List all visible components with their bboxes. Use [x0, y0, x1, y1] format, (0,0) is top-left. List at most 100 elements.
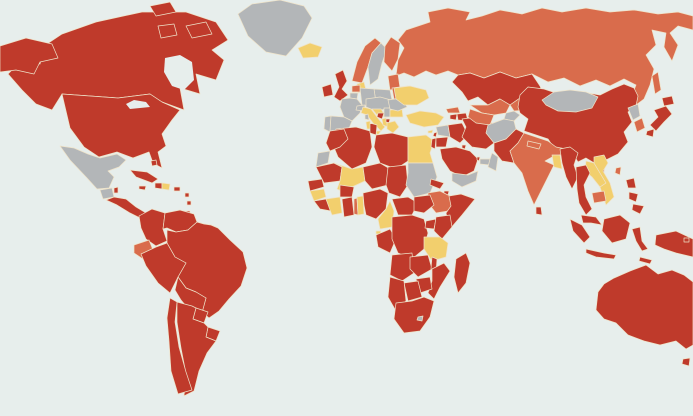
continent-north-america	[0, 0, 313, 220]
region-yemen	[451, 170, 479, 188]
region-cuba	[129, 169, 159, 184]
region-vietnam	[593, 154, 615, 206]
continent-oceania	[595, 264, 693, 367]
region-lesotho	[416, 315, 424, 322]
region-senegal	[307, 178, 325, 192]
region-serbia	[383, 107, 391, 118]
region-alaska	[0, 37, 59, 75]
region-canada-islands	[185, 21, 213, 39]
region-greenland	[237, 0, 313, 57]
region-belize	[113, 186, 119, 194]
region-western-sahara	[315, 150, 331, 168]
region-eritrea	[429, 178, 445, 190]
region-hudson-bay	[164, 55, 194, 90]
region-chile	[166, 297, 193, 395]
region-japan	[645, 128, 655, 138]
region-iceland	[297, 42, 323, 59]
region-lesser-antilles	[184, 192, 190, 198]
region-burkina-faso	[339, 184, 355, 198]
region-cyprus	[427, 129, 434, 134]
region-netherlands	[351, 84, 361, 93]
region-somalia	[445, 193, 476, 230]
region-kenya	[433, 214, 453, 240]
region-south-africa	[393, 296, 435, 334]
region-puerto-rico	[173, 186, 181, 192]
region-haiti	[154, 182, 163, 190]
region-argentina	[176, 301, 217, 397]
region-taiwan	[614, 166, 622, 176]
region-great-lakes	[126, 100, 150, 109]
region-sudan	[405, 162, 438, 198]
continent-asia	[451, 71, 693, 265]
region-jordan	[435, 136, 449, 148]
region-madagascar	[453, 252, 471, 294]
region-egypt	[407, 134, 435, 164]
continent-europe	[297, 7, 693, 141]
region-lebanon	[432, 131, 438, 138]
region-morocco	[325, 128, 349, 152]
region-nigeria	[362, 188, 389, 220]
region-finland	[383, 36, 401, 72]
region-armenia	[449, 113, 458, 121]
region-ghana	[341, 196, 355, 218]
region-syria	[435, 124, 451, 138]
region-mexico	[59, 145, 127, 190]
region-indonesia	[638, 256, 653, 265]
region-australia	[595, 264, 693, 350]
region-indonesia	[569, 218, 591, 244]
region-pacific-islands	[683, 237, 690, 243]
region-indonesia	[585, 248, 617, 260]
region-ukraine	[393, 85, 430, 106]
region-qatar	[476, 156, 481, 162]
region-canada-islands	[157, 23, 178, 39]
region-oman	[487, 152, 499, 172]
region-philippines	[625, 177, 637, 189]
region-israel	[430, 137, 437, 150]
region-bangladesh	[551, 154, 563, 170]
region-saudi-arabia	[439, 146, 479, 178]
region-france	[339, 97, 363, 122]
region-south-sudan	[413, 194, 435, 214]
region-thailand	[575, 164, 593, 216]
region-bahamas	[150, 159, 158, 167]
region-cameroon	[377, 200, 395, 230]
region-south-korea	[633, 117, 646, 133]
region-guatemala	[99, 187, 115, 200]
region-uk	[333, 69, 349, 102]
region-tajikistan	[503, 110, 521, 122]
region-philippines	[628, 191, 639, 203]
region-tanzania	[423, 236, 449, 262]
region-kuwait	[461, 144, 467, 150]
region-lesser-antilles	[186, 200, 192, 206]
region-turkey	[405, 110, 445, 128]
continent-africa	[307, 122, 476, 334]
region-cambodia	[591, 190, 607, 204]
region-indonesia	[631, 226, 649, 252]
region-georgia	[445, 106, 461, 114]
region-jamaica	[138, 185, 147, 191]
region-philippines	[631, 203, 645, 215]
region-japan	[649, 105, 673, 132]
region-north-korea	[627, 103, 641, 121]
region-nepal	[526, 140, 542, 150]
region-corsica	[364, 113, 370, 121]
region-libya	[373, 132, 409, 170]
continent-south-america	[133, 208, 248, 397]
region-indonesia	[601, 214, 631, 244]
region-canada-islands	[149, 1, 177, 17]
region-sakhalin	[651, 71, 662, 95]
region-greece	[386, 120, 400, 134]
region-dominican-republic	[161, 182, 171, 191]
region-ireland	[321, 83, 334, 98]
region-peru	[140, 242, 187, 294]
region-guinea	[309, 188, 327, 202]
region-botswana	[403, 280, 423, 302]
region-tunisia	[369, 122, 378, 136]
region-new-guinea	[654, 230, 693, 258]
region-usa	[61, 93, 181, 169]
region-malaysia	[580, 214, 603, 226]
region-angola	[389, 252, 415, 282]
region-japan	[661, 95, 675, 107]
